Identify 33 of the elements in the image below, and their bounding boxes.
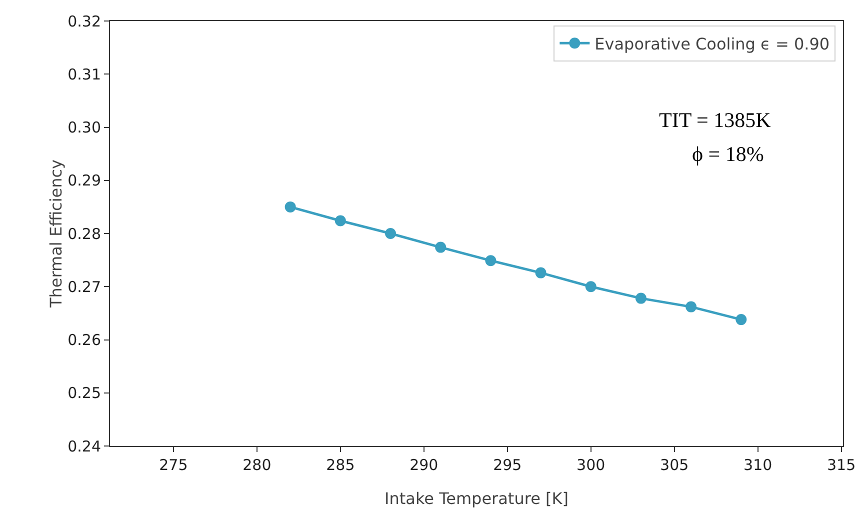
x-tick-label: 300	[576, 456, 606, 474]
y-axis-title: Thermal Efficiency	[46, 159, 66, 309]
point	[686, 301, 697, 312]
x-tick-label: 290	[410, 456, 438, 474]
point	[736, 314, 747, 326]
annotation: ϕ = 18%	[692, 142, 764, 166]
point	[284, 201, 296, 212]
y-tick-label: 0.28	[68, 224, 101, 243]
x-tick-label: 310	[744, 456, 772, 474]
y-tick-label: 0.25	[68, 384, 101, 402]
y-tick-label: 0.30	[68, 118, 101, 136]
point	[435, 242, 446, 253]
x-tick-label: 305	[660, 456, 689, 474]
point	[485, 255, 496, 266]
point	[535, 267, 546, 278]
x-tick-label: 280	[242, 456, 272, 474]
point	[385, 228, 396, 239]
legend-label: Evaporative Cooling ϵ = 0.90	[594, 34, 830, 54]
x-tick-label: 275	[159, 456, 188, 474]
y-tick-label: 0.26	[68, 331, 101, 349]
y-tick-label: 0.32	[68, 12, 101, 30]
point	[334, 215, 346, 226]
x-tick-label: 315	[827, 456, 856, 474]
x-tick-label: 295	[493, 456, 522, 474]
annotation: TIT = 1385K	[659, 108, 771, 132]
y-tick-label: 0.29	[68, 172, 101, 190]
point	[585, 281, 596, 292]
x-tick-label: 285	[326, 456, 355, 474]
point	[635, 292, 646, 304]
x-axis-title: Intake Temperature [K]	[384, 489, 568, 508]
y-tick-label: 0.27	[68, 278, 101, 296]
y-tick-label: 0.24	[68, 437, 101, 456]
y-tick-label: 0.31	[68, 65, 101, 84]
